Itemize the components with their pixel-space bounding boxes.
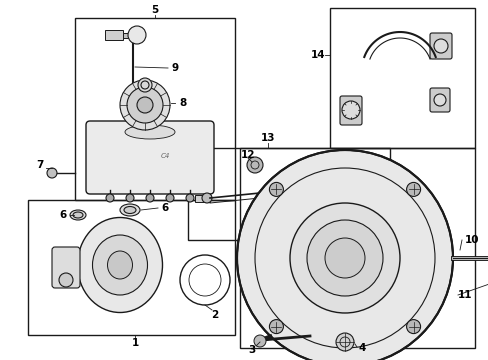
Circle shape <box>263 186 276 200</box>
Circle shape <box>106 194 114 202</box>
Text: 2: 2 <box>211 310 218 320</box>
Text: 7: 7 <box>36 160 43 170</box>
Circle shape <box>120 80 170 130</box>
Ellipse shape <box>125 125 175 139</box>
Text: 13: 13 <box>260 133 275 143</box>
Text: 9: 9 <box>171 63 178 73</box>
Circle shape <box>325 238 364 278</box>
Bar <box>187 148 389 240</box>
Circle shape <box>128 26 146 44</box>
FancyBboxPatch shape <box>352 183 378 205</box>
Circle shape <box>137 97 153 113</box>
Text: 10: 10 <box>464 235 478 245</box>
Circle shape <box>237 150 452 360</box>
FancyBboxPatch shape <box>339 96 361 125</box>
Bar <box>123 33 133 38</box>
Ellipse shape <box>107 251 132 279</box>
Bar <box>240 148 474 348</box>
FancyBboxPatch shape <box>429 33 451 59</box>
Circle shape <box>47 168 57 178</box>
Circle shape <box>185 194 194 202</box>
Circle shape <box>289 203 399 313</box>
Circle shape <box>59 273 73 287</box>
Ellipse shape <box>77 217 162 312</box>
Circle shape <box>374 182 390 198</box>
Circle shape <box>341 101 359 119</box>
Circle shape <box>269 320 283 334</box>
Text: 12: 12 <box>240 150 255 160</box>
Ellipse shape <box>120 204 140 216</box>
Wedge shape <box>237 150 452 360</box>
Bar <box>75 18 235 200</box>
Circle shape <box>202 193 212 203</box>
Circle shape <box>138 78 152 92</box>
Circle shape <box>433 39 447 53</box>
Circle shape <box>406 320 420 334</box>
Ellipse shape <box>124 207 136 213</box>
Text: 14: 14 <box>310 50 325 60</box>
Circle shape <box>265 189 273 197</box>
FancyBboxPatch shape <box>86 121 214 194</box>
Text: C4: C4 <box>160 153 169 159</box>
Circle shape <box>269 183 283 197</box>
Text: 4: 4 <box>358 343 365 353</box>
Bar <box>195 195 209 202</box>
Circle shape <box>246 157 263 173</box>
Ellipse shape <box>73 212 83 218</box>
FancyBboxPatch shape <box>429 88 449 112</box>
Circle shape <box>406 183 420 197</box>
Circle shape <box>433 94 445 106</box>
Bar <box>28 200 235 335</box>
Text: 11: 11 <box>457 290 471 300</box>
Text: 3: 3 <box>248 345 255 355</box>
Text: 5: 5 <box>151 5 158 15</box>
Circle shape <box>126 194 134 202</box>
Circle shape <box>335 333 353 351</box>
Bar <box>329 8 474 148</box>
Text: 6: 6 <box>59 210 66 220</box>
Circle shape <box>306 220 382 296</box>
Bar <box>105 30 123 40</box>
Text: 1: 1 <box>131 338 138 348</box>
Ellipse shape <box>92 235 147 295</box>
Text: 8: 8 <box>179 98 186 108</box>
FancyBboxPatch shape <box>52 247 80 288</box>
Circle shape <box>165 194 174 202</box>
Circle shape <box>127 87 163 123</box>
Ellipse shape <box>70 210 86 220</box>
Circle shape <box>253 335 265 347</box>
Circle shape <box>146 194 154 202</box>
Text: 6: 6 <box>161 203 168 213</box>
